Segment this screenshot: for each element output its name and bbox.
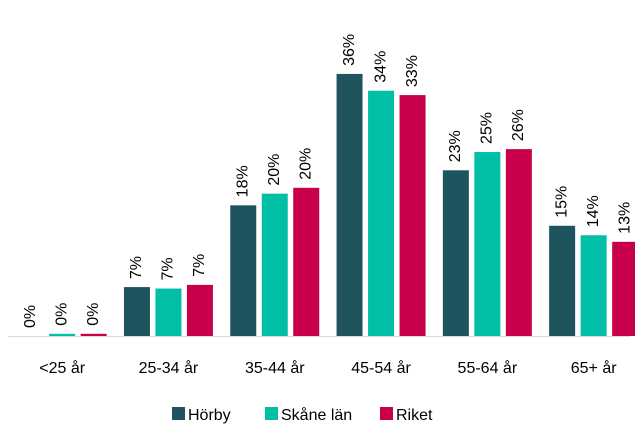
bar <box>293 187 320 336</box>
legend-swatch <box>380 407 393 420</box>
value-label: 18% <box>234 165 251 197</box>
bar <box>580 235 607 336</box>
x-tick-label: 25-34 år <box>139 359 199 377</box>
legend-label: Skåne län <box>281 406 352 424</box>
legend-label: Riket <box>396 407 433 424</box>
bar <box>186 284 213 336</box>
value-label: 15% <box>553 186 570 218</box>
bar <box>336 73 363 337</box>
legend-swatch <box>265 407 278 420</box>
value-label: 7% <box>128 256 145 279</box>
bar <box>230 205 257 336</box>
bar <box>505 149 532 336</box>
value-label: 7% <box>160 257 177 280</box>
bar <box>155 288 182 336</box>
bar <box>442 170 469 336</box>
bar <box>612 241 635 336</box>
bar <box>80 333 107 336</box>
bar <box>368 90 395 336</box>
value-label: 0% <box>22 305 39 328</box>
value-label: 7% <box>191 254 208 277</box>
value-label: 26% <box>510 109 527 141</box>
x-tick-label: 35-44 år <box>245 359 305 377</box>
legend-swatch <box>172 407 185 420</box>
value-label: 23% <box>447 130 464 162</box>
value-label: 20% <box>266 154 283 186</box>
bar <box>549 225 576 336</box>
legend-label: Hörby <box>188 407 231 424</box>
value-label: 36% <box>341 34 358 66</box>
value-label: 0% <box>85 303 102 326</box>
value-label: 0% <box>53 303 70 326</box>
bar <box>399 95 426 336</box>
bar <box>261 193 288 336</box>
x-tick-label: <25 år <box>39 359 85 377</box>
value-label: 14% <box>585 195 602 227</box>
value-label: 13% <box>616 202 633 234</box>
bar <box>474 152 501 336</box>
bar <box>123 287 150 336</box>
value-label: 33% <box>404 55 421 87</box>
x-tick-label: 45-54 år <box>351 359 411 377</box>
x-tick-label: 65+ år <box>571 359 617 377</box>
x-tick-label: 55-64 år <box>458 359 518 377</box>
value-label: 34% <box>372 51 389 83</box>
bar <box>49 333 76 336</box>
value-label: 20% <box>297 148 314 180</box>
value-label: 25% <box>479 112 496 144</box>
